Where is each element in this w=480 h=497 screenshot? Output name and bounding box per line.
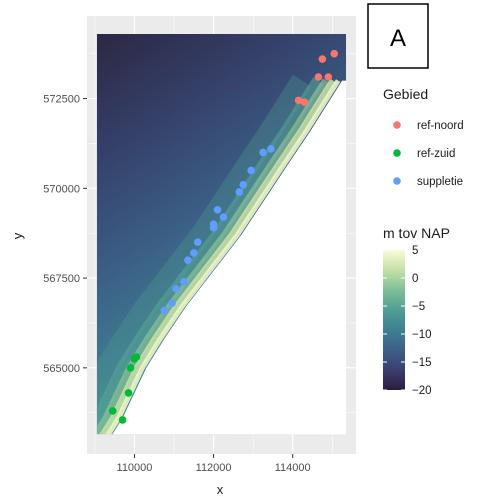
x-tick-label: 112000 bbox=[196, 462, 232, 474]
suppletie-point bbox=[184, 256, 192, 264]
suppletie-point bbox=[213, 206, 222, 214]
area-legend-title: Gebied bbox=[383, 86, 428, 102]
y-tick-label: 565000 bbox=[43, 363, 80, 375]
suppletie-point bbox=[160, 306, 168, 315]
suppletie-point bbox=[239, 180, 248, 189]
y-axis-title: y bbox=[10, 232, 25, 239]
colorbar-tick-label: 5 bbox=[412, 245, 418, 257]
x-tick-label: 110000 bbox=[117, 462, 153, 474]
ref-noord-point bbox=[294, 96, 303, 105]
ref-noord-legend-key bbox=[393, 121, 401, 129]
suppletie-point bbox=[209, 220, 218, 229]
suppletie-point bbox=[259, 148, 267, 157]
sample-points bbox=[108, 49, 339, 424]
bathymetry-raster bbox=[96, 33, 347, 435]
depth-band bbox=[96, 78, 330, 435]
ref-noord-point bbox=[318, 55, 327, 63]
suppletie-point bbox=[219, 213, 228, 221]
suppletie-legend-label: suppletie bbox=[417, 176, 463, 188]
ref-zuid-point bbox=[126, 364, 135, 372]
ref-zuid-point bbox=[108, 407, 117, 415]
colorbar-tick-label: 0 bbox=[412, 273, 418, 285]
ref-zuid-legend-key bbox=[393, 149, 401, 157]
depth-band bbox=[96, 77, 324, 433]
colorbar-tick-label: −20 bbox=[412, 385, 432, 397]
x-tick-label: 114000 bbox=[275, 462, 311, 474]
ref-noord-legend-label: ref-noord bbox=[417, 120, 464, 132]
ref-zuid-point bbox=[132, 353, 141, 361]
suppletie-point bbox=[267, 145, 275, 153]
y-axis: 565000 567500 570000 572500 bbox=[43, 94, 87, 375]
ref-zuid-point bbox=[118, 416, 127, 424]
colorbar-tick-label: −10 bbox=[412, 329, 432, 341]
y-tick-label: 570000 bbox=[43, 183, 80, 195]
colorbar-gradient bbox=[383, 250, 405, 390]
suppletie-point bbox=[193, 238, 202, 246]
panel-label-box: A bbox=[367, 3, 429, 69]
ref-noord-point bbox=[324, 73, 333, 81]
ref-noord-point bbox=[300, 98, 309, 106]
panel-label: A bbox=[390, 25, 406, 52]
colorbar-tick-label: −15 bbox=[412, 357, 432, 369]
depth-band bbox=[96, 74, 312, 414]
area-legend: Gebied ref-noord ref-zuid suppletie bbox=[383, 86, 464, 188]
colorbar-title: m tov NAP bbox=[383, 225, 450, 241]
colorbar-tick-label: −5 bbox=[412, 301, 425, 313]
x-axis: 110000 112000 114000 bbox=[117, 454, 311, 474]
ref-zuid-legend-label: ref-zuid bbox=[417, 148, 455, 160]
x-axis-title: x bbox=[217, 482, 224, 497]
depth-colorbar: m tov NAP 5 0 −5 −10 −15 −20 bbox=[383, 225, 450, 397]
suppletie-point bbox=[168, 299, 176, 308]
y-tick-label: 572500 bbox=[43, 94, 80, 106]
ref-zuid-point bbox=[124, 389, 133, 397]
suppletie-point bbox=[190, 249, 198, 257]
suppletie-point bbox=[247, 166, 255, 175]
suppletie-point bbox=[235, 188, 244, 196]
suppletie-point bbox=[172, 285, 180, 293]
y-tick-label: 567500 bbox=[43, 273, 80, 285]
ref-noord-point bbox=[314, 73, 323, 81]
suppletie-legend-key bbox=[393, 177, 401, 185]
beach-land-area bbox=[112, 80, 347, 435]
ref-noord-point bbox=[330, 49, 339, 58]
suppletie-point bbox=[180, 277, 188, 286]
